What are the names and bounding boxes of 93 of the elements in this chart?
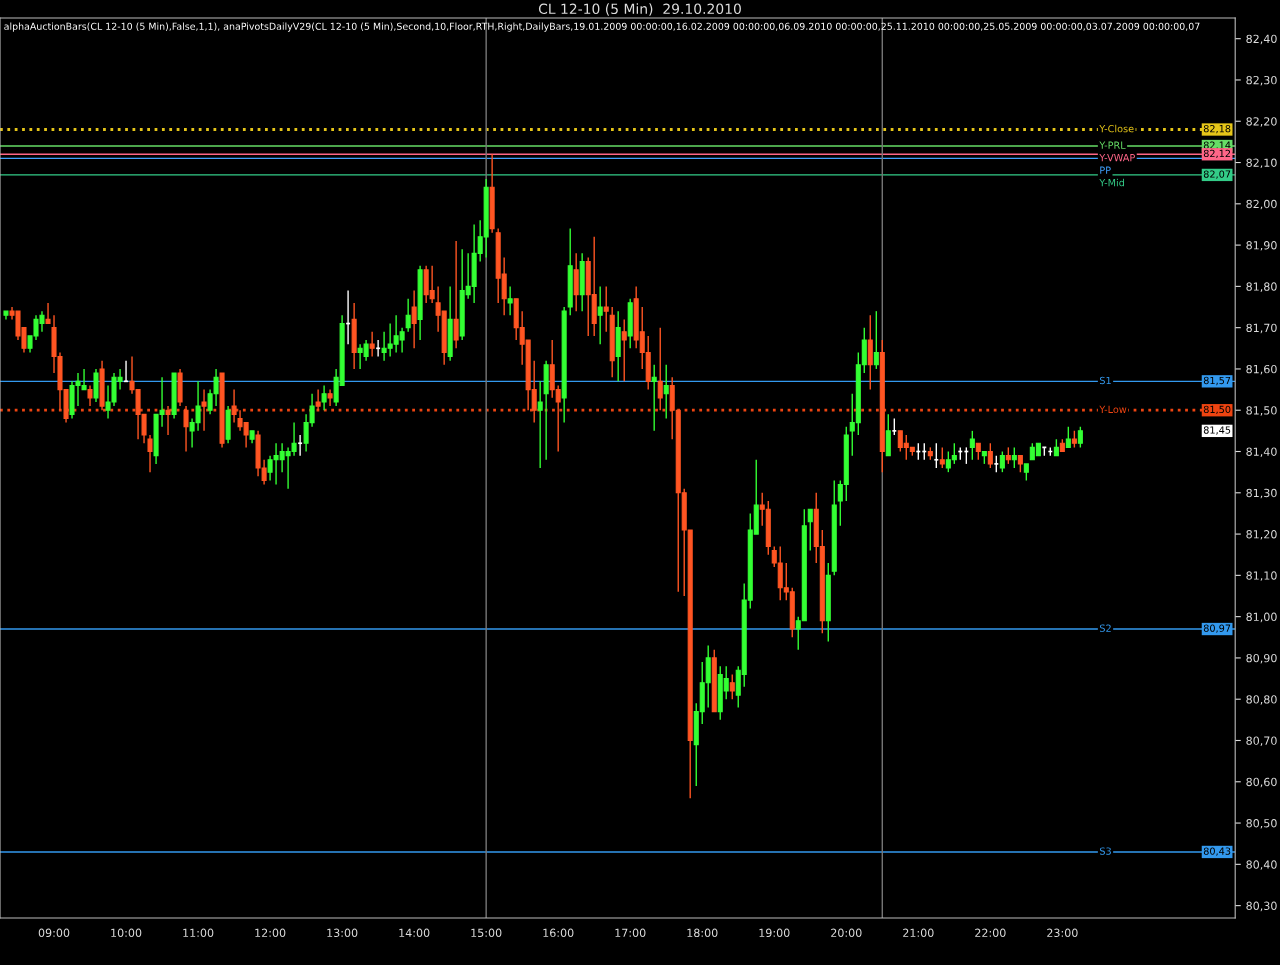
candlestick bbox=[621, 318, 627, 383]
ref-line-label: Y-VWAP bbox=[1099, 154, 1135, 162]
candlestick bbox=[657, 326, 663, 411]
candlestick bbox=[321, 384, 327, 411]
candlestick bbox=[969, 430, 975, 461]
candlestick bbox=[411, 289, 417, 350]
candlestick bbox=[453, 240, 459, 350]
x-tick-label: 23:00 bbox=[1047, 928, 1078, 938]
annotation: 82,12 bbox=[1203, 149, 1231, 159]
ref-line-label: Y-Mid bbox=[1099, 178, 1124, 187]
candlestick bbox=[297, 434, 303, 457]
candlestick bbox=[807, 508, 813, 552]
y-tick-label: 80,80 bbox=[1246, 695, 1277, 705]
x-tick-label: 16:00 bbox=[543, 928, 574, 938]
y-tick-label: 80,60 bbox=[1246, 777, 1277, 788]
y-tick-label: 82,20 bbox=[1246, 117, 1277, 127]
candlestick bbox=[1065, 426, 1071, 449]
x-tick-label: 19:00 bbox=[759, 928, 790, 938]
x-tick-label: 21:00 bbox=[903, 928, 934, 938]
x-tick-label: 22:00 bbox=[975, 928, 1006, 938]
x-tick-label: 15:00 bbox=[471, 928, 502, 938]
y-tick-label: 80,90 bbox=[1246, 653, 1277, 664]
candlestick bbox=[663, 364, 669, 420]
candlestick bbox=[369, 331, 375, 358]
candlestick bbox=[375, 339, 381, 358]
x-tick-label: 10:00 bbox=[111, 928, 142, 938]
x-tick-label: 13:00 bbox=[327, 928, 358, 938]
candlestick bbox=[651, 364, 657, 432]
y-tick-label: 81,20 bbox=[1246, 530, 1277, 540]
candlestick bbox=[165, 405, 171, 436]
annotation: 82,14 bbox=[1203, 141, 1231, 150]
y-tick-label: 82,30 bbox=[1246, 75, 1277, 86]
y-tick-label: 81,50 bbox=[1246, 406, 1277, 416]
candlestick bbox=[183, 405, 189, 453]
ref-line-label: PP bbox=[1100, 166, 1111, 174]
ref-line-label: Y-PRL bbox=[1099, 141, 1126, 149]
annotation: 80,43 bbox=[1203, 847, 1231, 856]
y-tick-label: 82,00 bbox=[1246, 199, 1277, 210]
candlestick bbox=[315, 388, 321, 411]
chart-title: CL 12-10 (5 Min) 29.10.2010 bbox=[538, 3, 741, 16]
candlestick bbox=[1011, 446, 1017, 469]
annotation: 82,18 bbox=[1203, 124, 1231, 134]
y-tick-label: 81,40 bbox=[1246, 447, 1277, 458]
y-tick-label: 80,50 bbox=[1246, 819, 1277, 829]
candlestick bbox=[603, 285, 609, 333]
candlestick bbox=[327, 388, 333, 407]
y-tick-label: 81,00 bbox=[1246, 612, 1277, 623]
annotation: 81,45 bbox=[1203, 426, 1231, 435]
candlestick bbox=[933, 442, 940, 469]
annotation: 81,50 bbox=[1203, 405, 1231, 415]
ref-line-label: S1 bbox=[1099, 376, 1111, 385]
x-tick-label: 11:00 bbox=[183, 928, 214, 938]
y-tick-label: 80,70 bbox=[1246, 736, 1277, 746]
candlestick bbox=[939, 446, 945, 469]
candlestick bbox=[999, 450, 1005, 473]
x-tick-label: 14:00 bbox=[399, 928, 430, 938]
x-tick-label: 20:00 bbox=[831, 928, 862, 938]
candlestick bbox=[201, 388, 207, 432]
y-tick-label: 82,40 bbox=[1246, 34, 1277, 45]
y-tick-label: 81,90 bbox=[1246, 241, 1277, 251]
annotation: 80,97 bbox=[1203, 624, 1231, 633]
y-tick-label: 81,80 bbox=[1246, 282, 1277, 292]
candlestick bbox=[987, 442, 993, 469]
ref-line-label: Y-Close bbox=[1099, 124, 1134, 133]
y-tick-label: 81,60 bbox=[1246, 364, 1277, 375]
annotation: alphaAuctionBars(CL 12-10 (5 Min),False,1,1), anaPivotsDailyV29(CL 12-10 (5 Min),Second,10,Floor,RTH,Right,DailyBars,19.01.2009 00:00:00,16.02.2009 00:00:00,06.09.2010 00:00:00,25.11.2010 00:00:00,25.05.2009 00:00:00,03.07.2009 00:00:00,07 bbox=[4, 22, 1200, 32]
y-tick-label: 80,40 bbox=[1246, 860, 1277, 870]
annotation: 81,57 bbox=[1203, 376, 1231, 386]
y-tick-label: 81,70 bbox=[1246, 323, 1277, 334]
candlestick bbox=[87, 384, 93, 407]
y-tick-label: 81,30 bbox=[1246, 488, 1277, 499]
x-tick-label: 18:00 bbox=[687, 928, 718, 938]
candlestick bbox=[231, 388, 237, 424]
candlestick bbox=[147, 434, 153, 473]
x-tick-label: 09:00 bbox=[38, 928, 70, 938]
y-tick-label: 81,10 bbox=[1246, 571, 1277, 581]
candlestick bbox=[597, 285, 603, 345]
annotation: 82,07 bbox=[1203, 170, 1231, 179]
candlestick bbox=[729, 673, 735, 700]
x-tick-label: 17:00 bbox=[615, 928, 646, 938]
ref-line-label: S3 bbox=[1099, 847, 1111, 855]
y-tick-label: 80,30 bbox=[1246, 901, 1277, 912]
x-tick-label: 12:00 bbox=[255, 928, 286, 938]
candlestick bbox=[405, 298, 411, 333]
candlestick bbox=[1077, 426, 1083, 449]
candlestick bbox=[123, 359, 129, 383]
candlestick bbox=[45, 302, 51, 325]
candlestick bbox=[507, 285, 513, 316]
candlestick bbox=[873, 310, 879, 370]
y-tick-label: 82,10 bbox=[1246, 158, 1277, 169]
ref-line-label: Y-Low bbox=[1099, 405, 1127, 414]
ref-line-label: S2 bbox=[1099, 624, 1111, 632]
candlestick bbox=[537, 380, 543, 469]
